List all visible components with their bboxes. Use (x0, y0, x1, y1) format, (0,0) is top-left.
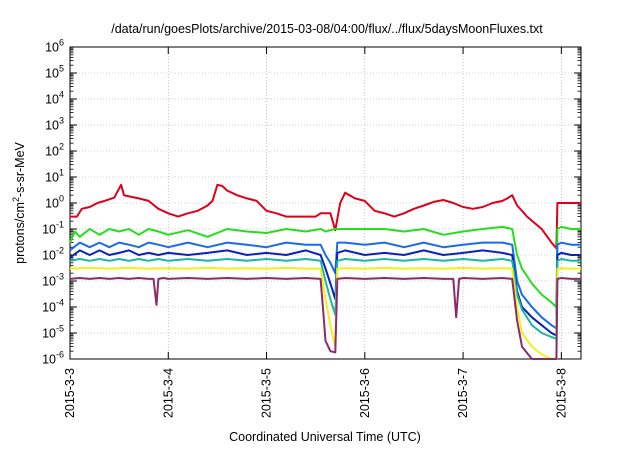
y-tick-label: 10-4 (42, 298, 64, 315)
x-axis-label: Coordinated Universal Time (UTC) (229, 430, 421, 444)
y-tick-label: 105 (45, 64, 64, 81)
series-line-3 (69, 241, 581, 330)
y-tick-label: 10-3 (42, 272, 64, 289)
plot-area: 10-6 10-5 10-4 10-3 10-2 10-1 100 101 102 103 104 1… (42, 38, 582, 418)
y-tick-label: 10-5 (42, 324, 64, 341)
y-tick-label: 10-1 (42, 220, 64, 237)
x-tick-label: 2015-3-8 (554, 368, 568, 418)
series-line-2 (69, 225, 581, 308)
x-tick-label: 2015-3-3 (63, 368, 77, 418)
chart-title: /data/run/goesPlots/archive/2015-03-08/0… (111, 22, 543, 36)
x-tick-label: 2015-3-6 (358, 368, 372, 418)
y-tick-label: 100 (45, 194, 64, 211)
series-line-6 (69, 266, 581, 360)
y-tick-label: 106 (45, 38, 64, 55)
x-tick-label: 2015-3-7 (456, 368, 470, 418)
y-tick-label: 10-2 (42, 246, 64, 263)
y-axis-label-pre: protons/cm (13, 202, 27, 264)
y-axis-label: protons/cm2-s-sr-MeV (11, 141, 27, 263)
y-axis-label-sup: 2 (11, 197, 21, 202)
series-line-1 (70, 183, 581, 250)
y-tick-label: 10-6 (42, 350, 64, 367)
y-tick-label: 104 (45, 90, 64, 107)
x-tick-labels: 2015-3-3 2015-3-4 2015-3-5 2015-3-6 2015-3-7… (63, 368, 568, 418)
x-tick-label: 2015-3-4 (161, 368, 175, 418)
y-tick-label: 102 (45, 142, 64, 159)
y-axis-label-post: -s-sr-MeV (13, 141, 27, 197)
y-tick-label: 101 (45, 168, 64, 185)
series-line-7 (69, 277, 581, 360)
y-tick-label: 103 (45, 116, 64, 133)
x-tick-label: 2015-3-5 (260, 368, 274, 418)
series-group (69, 183, 581, 360)
y-tick-labels: 10-6 10-5 10-4 10-3 10-2 10-1 100 101 102 103 104 1… (42, 38, 64, 367)
